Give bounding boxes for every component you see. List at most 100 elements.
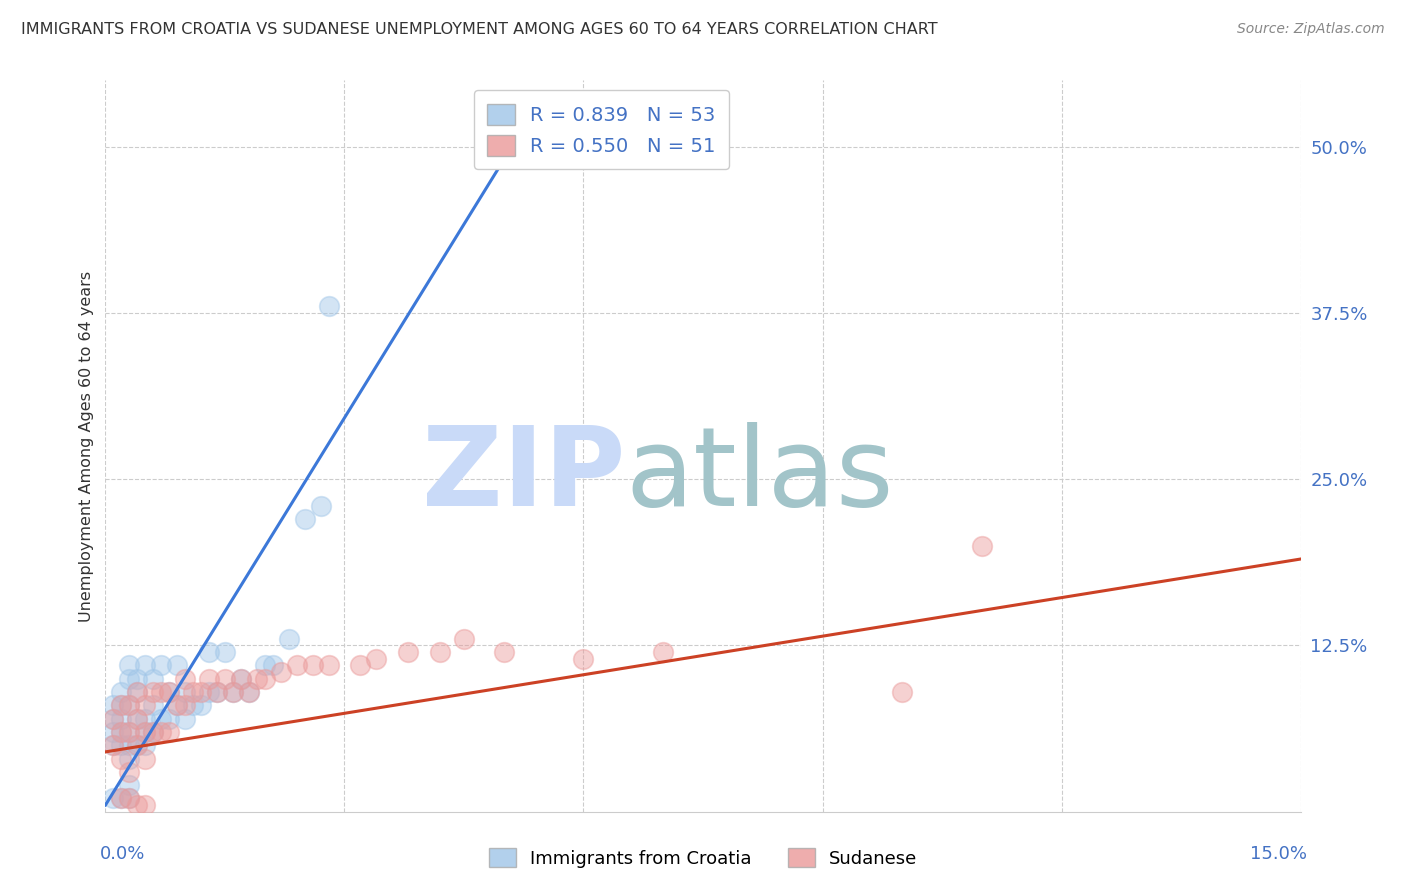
Point bbox=[118, 751, 141, 765]
Point bbox=[142, 685, 165, 699]
Point bbox=[134, 738, 156, 752]
Point bbox=[127, 685, 149, 699]
Point bbox=[229, 672, 252, 686]
Point bbox=[127, 738, 149, 752]
Point bbox=[118, 791, 141, 805]
Point bbox=[118, 658, 141, 673]
Point bbox=[262, 658, 284, 673]
Point bbox=[142, 672, 165, 686]
Text: 0.0%: 0.0% bbox=[100, 845, 145, 863]
Point bbox=[222, 685, 245, 699]
Point bbox=[492, 645, 515, 659]
Point bbox=[174, 672, 197, 686]
Text: 15.0%: 15.0% bbox=[1250, 845, 1306, 863]
Point bbox=[127, 672, 149, 686]
Point bbox=[157, 725, 180, 739]
Point bbox=[142, 725, 165, 739]
Point bbox=[127, 712, 149, 726]
Point bbox=[198, 645, 221, 659]
Legend: R = 0.839   N = 53, R = 0.550   N = 51: R = 0.839 N = 53, R = 0.550 N = 51 bbox=[474, 90, 730, 169]
Point bbox=[157, 685, 180, 699]
Point bbox=[118, 778, 141, 792]
Point bbox=[142, 698, 165, 713]
Point bbox=[134, 658, 156, 673]
Point bbox=[238, 685, 260, 699]
Text: atlas: atlas bbox=[626, 422, 894, 529]
Point bbox=[166, 698, 188, 713]
Point bbox=[453, 632, 475, 646]
Point bbox=[142, 725, 165, 739]
Point bbox=[118, 738, 141, 752]
Point bbox=[301, 658, 323, 673]
Point bbox=[110, 791, 132, 805]
Point bbox=[134, 725, 156, 739]
Point bbox=[134, 712, 156, 726]
Y-axis label: Unemployment Among Ages 60 to 64 years: Unemployment Among Ages 60 to 64 years bbox=[79, 270, 94, 622]
Point bbox=[127, 712, 149, 726]
Point bbox=[294, 512, 316, 526]
Point bbox=[134, 798, 156, 813]
Point bbox=[150, 725, 173, 739]
Point bbox=[118, 698, 141, 713]
Point bbox=[134, 725, 156, 739]
Point bbox=[150, 712, 173, 726]
Point bbox=[652, 645, 675, 659]
Point bbox=[349, 658, 371, 673]
Point bbox=[110, 725, 132, 739]
Point bbox=[118, 698, 141, 713]
Point bbox=[103, 738, 125, 752]
Point bbox=[229, 672, 252, 686]
Point bbox=[198, 672, 221, 686]
Point bbox=[118, 791, 141, 805]
Point bbox=[309, 499, 332, 513]
Point bbox=[166, 658, 188, 673]
Point bbox=[103, 712, 125, 726]
Point bbox=[572, 652, 595, 666]
Point bbox=[118, 764, 141, 779]
Point bbox=[318, 658, 340, 673]
Point bbox=[891, 685, 914, 699]
Text: Source: ZipAtlas.com: Source: ZipAtlas.com bbox=[1237, 22, 1385, 37]
Point bbox=[205, 685, 228, 699]
Point bbox=[253, 658, 276, 673]
Point bbox=[118, 725, 141, 739]
Point bbox=[429, 645, 451, 659]
Point bbox=[127, 798, 149, 813]
Point bbox=[318, 299, 340, 313]
Point bbox=[157, 685, 180, 699]
Point bbox=[150, 658, 173, 673]
Point bbox=[118, 672, 141, 686]
Text: IMMIGRANTS FROM CROATIA VS SUDANESE UNEMPLOYMENT AMONG AGES 60 TO 64 YEARS CORRE: IMMIGRANTS FROM CROATIA VS SUDANESE UNEM… bbox=[21, 22, 938, 37]
Point bbox=[166, 698, 188, 713]
Point bbox=[110, 685, 132, 699]
Point bbox=[396, 645, 419, 659]
Point bbox=[110, 712, 132, 726]
Point bbox=[190, 698, 212, 713]
Point bbox=[110, 725, 132, 739]
Point bbox=[222, 685, 245, 699]
Point bbox=[118, 725, 141, 739]
Point bbox=[270, 665, 292, 679]
Point bbox=[157, 712, 180, 726]
Point bbox=[150, 685, 173, 699]
Point bbox=[214, 645, 236, 659]
Point bbox=[246, 672, 269, 686]
Text: ZIP: ZIP bbox=[422, 422, 626, 529]
Point bbox=[181, 698, 204, 713]
Point bbox=[174, 685, 197, 699]
Point bbox=[277, 632, 299, 646]
Legend: Immigrants from Croatia, Sudanese: Immigrants from Croatia, Sudanese bbox=[478, 838, 928, 879]
Point bbox=[134, 698, 156, 713]
Point bbox=[238, 685, 260, 699]
Point bbox=[285, 658, 308, 673]
Point bbox=[134, 751, 156, 765]
Point bbox=[110, 738, 132, 752]
Point bbox=[103, 791, 125, 805]
Point bbox=[198, 685, 221, 699]
Point bbox=[110, 751, 132, 765]
Point bbox=[127, 738, 149, 752]
Point bbox=[253, 672, 276, 686]
Point bbox=[110, 698, 132, 713]
Point bbox=[205, 685, 228, 699]
Point bbox=[103, 698, 125, 713]
